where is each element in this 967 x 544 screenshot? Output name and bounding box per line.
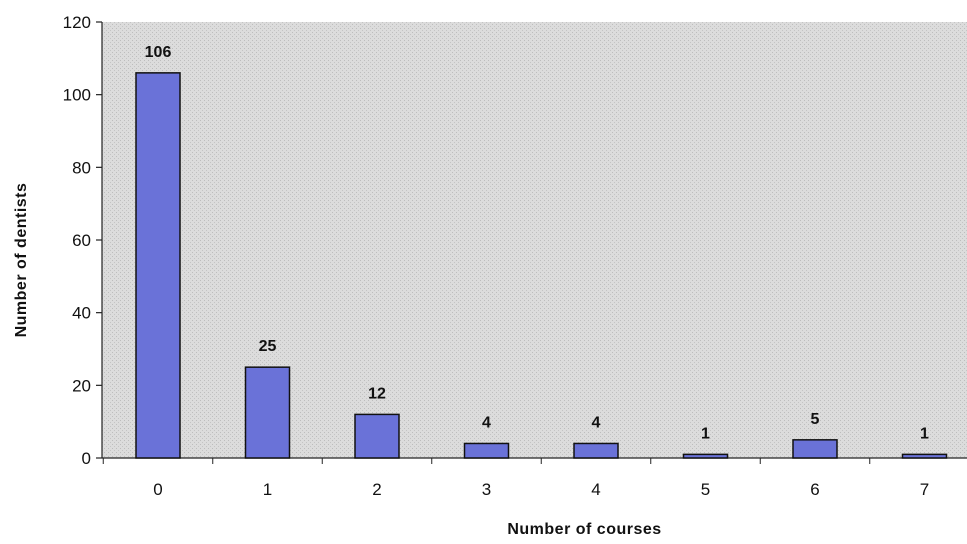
- x-tick-label: 7: [920, 480, 929, 499]
- data-label: 1: [920, 425, 929, 442]
- y-axis-title: Number of dentists: [13, 183, 30, 338]
- x-axis-title: Number of courses: [507, 521, 661, 538]
- bar: [792, 439, 838, 459]
- data-label: 5: [811, 411, 820, 428]
- x-tick-label: 4: [591, 480, 600, 499]
- data-label: 106: [145, 44, 172, 61]
- bar: [682, 453, 729, 459]
- data-labels: 106 25 12 4 4 1 5 1: [145, 44, 929, 443]
- bar: [244, 366, 291, 459]
- bar: [573, 442, 619, 459]
- y-axis: 0 20 40 60 80 100 120: [63, 13, 103, 468]
- bar: [135, 72, 181, 459]
- x-tick-label: 5: [701, 480, 710, 499]
- y-tick-label: 120: [63, 13, 91, 32]
- plot-area: [102, 22, 967, 458]
- x-axis: 0 1 2 3 4 5 6 7: [102, 457, 967, 499]
- data-label: 12: [368, 385, 386, 402]
- x-tick-label: 6: [810, 480, 819, 499]
- y-tick-label: 40: [72, 304, 91, 323]
- y-tick-label: 60: [72, 231, 91, 250]
- data-label: 4: [482, 414, 491, 431]
- bar: [463, 442, 510, 459]
- bar: [901, 453, 948, 459]
- y-tick-label: 100: [63, 86, 91, 105]
- data-label: 1: [701, 425, 710, 442]
- bars: [135, 72, 948, 459]
- x-tick-label: 3: [482, 480, 491, 499]
- y-tick-label: 80: [72, 158, 91, 177]
- x-tick-label: 0: [153, 480, 162, 499]
- data-label: 25: [259, 338, 277, 355]
- x-tick-label: 2: [372, 480, 381, 499]
- data-label: 4: [592, 414, 601, 431]
- y-tick-label: 0: [82, 449, 91, 468]
- y-tick-label: 20: [72, 376, 91, 395]
- x-tick-label: 1: [263, 480, 272, 499]
- bar: [354, 413, 400, 459]
